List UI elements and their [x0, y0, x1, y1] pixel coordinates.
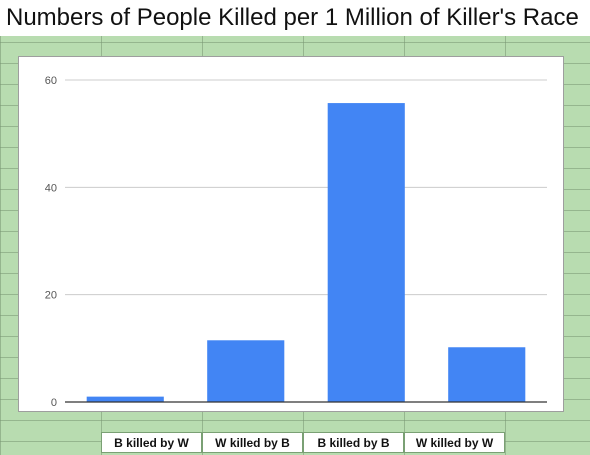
chart-title: Numbers of People Killed per 1 Million o…	[6, 4, 579, 31]
category-label: B killed by B	[303, 432, 404, 453]
y-tick-label: 20	[45, 290, 57, 302]
bar	[207, 340, 285, 402]
category-label: W killed by B	[202, 432, 303, 453]
chart-card: 0 20 40 60	[18, 56, 564, 412]
category-label: W killed by W	[404, 432, 505, 453]
title-band	[0, 0, 590, 36]
bar	[327, 103, 405, 403]
bar	[86, 396, 164, 402]
bar	[448, 347, 526, 402]
category-label: B killed by W	[101, 432, 202, 453]
bar-chart: 0 20 40 60	[45, 75, 547, 409]
y-tick-label: 0	[51, 397, 57, 409]
y-tick-label: 60	[45, 75, 57, 87]
y-tick-label: 40	[45, 182, 57, 194]
